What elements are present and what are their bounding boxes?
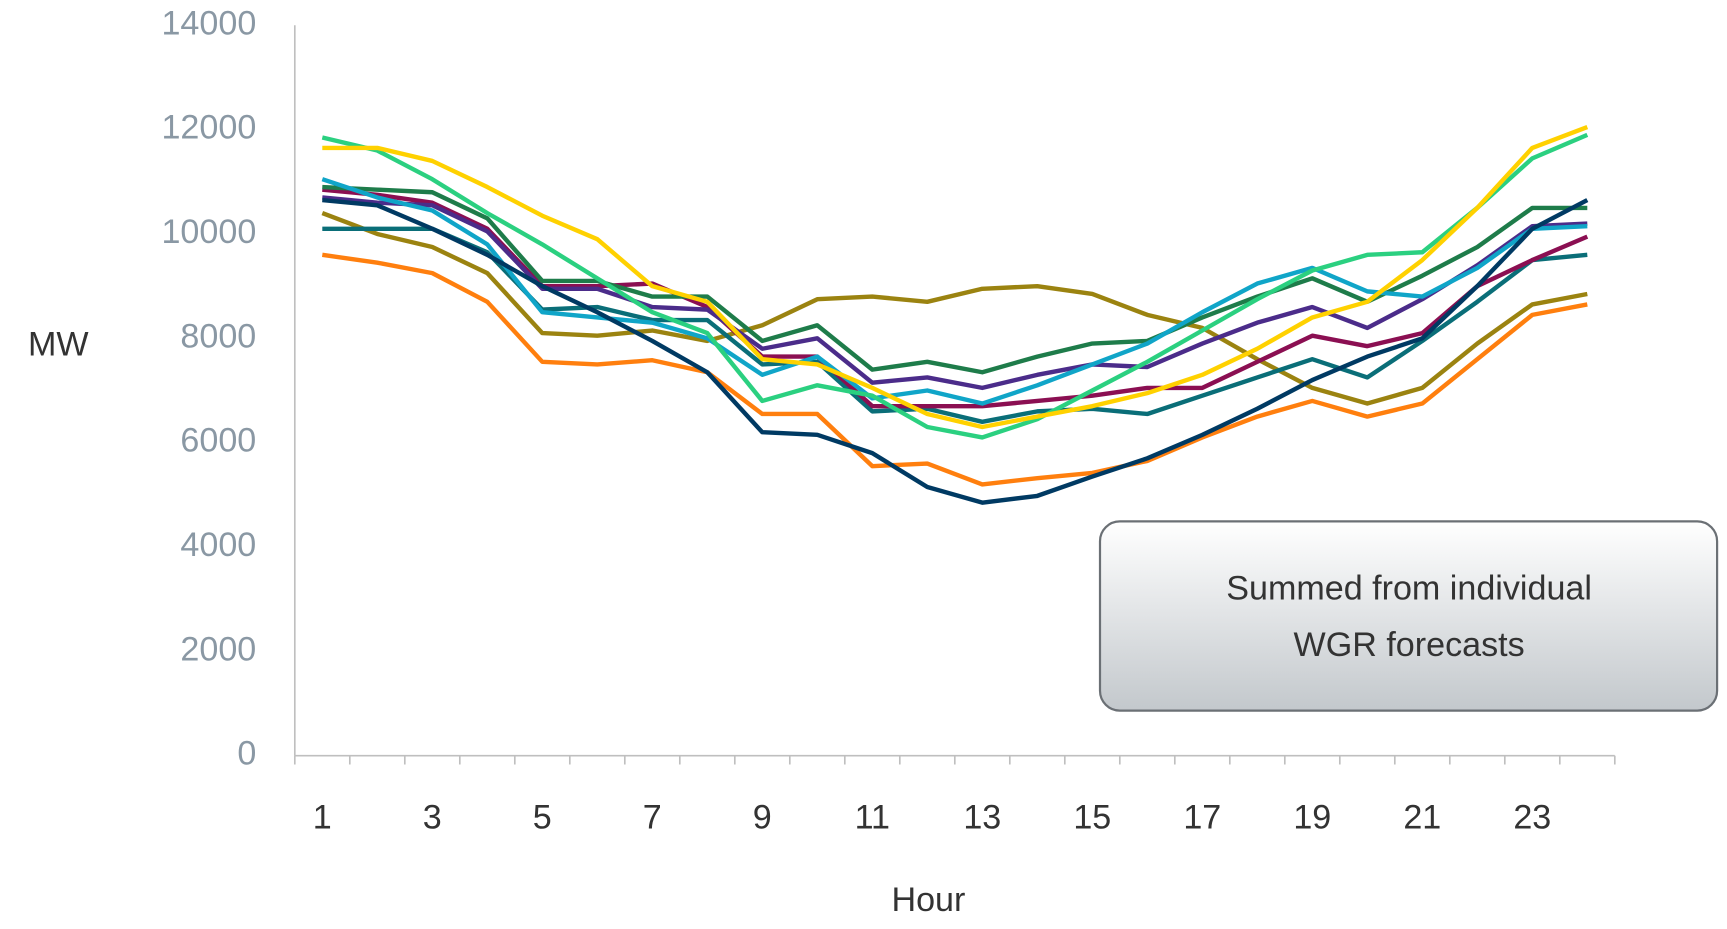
x-tick-label: 11 — [855, 799, 890, 837]
x-tick-label: 7 — [643, 799, 662, 837]
x-tick-label: 19 — [1293, 799, 1331, 837]
series-line — [322, 197, 1589, 505]
y-tick-label: 6000 — [180, 422, 256, 460]
y-tick-label: 8000 — [180, 317, 256, 355]
x-tick-label: 15 — [1073, 799, 1111, 837]
x-tick-label: 3 — [423, 799, 442, 837]
y-tick-label: 0 — [237, 735, 256, 773]
y-tick-label: 14000 — [161, 4, 256, 42]
x-tick-label: 9 — [753, 799, 772, 837]
series-line — [321, 132, 1589, 440]
y-tick-label: 12000 — [161, 109, 256, 147]
annotation: Summed from individual WGR forecasts — [1098, 520, 1719, 712]
x-tick-label: 17 — [1183, 799, 1221, 837]
x-tick-label: 1 — [313, 799, 332, 837]
y-axis-label: MW — [28, 326, 89, 364]
y-tick-label: 10000 — [161, 213, 256, 251]
y-tick-label: 4000 — [180, 526, 256, 564]
x-tick-label: 23 — [1513, 799, 1551, 837]
series-line — [321, 211, 1588, 406]
x-tick-label: 13 — [963, 799, 1001, 837]
annotation-line: Summed from individual — [1226, 570, 1592, 608]
x-tick-label: 5 — [533, 799, 552, 837]
x-tick-label: 21 — [1403, 799, 1441, 837]
annotation-box — [1098, 520, 1719, 712]
x-axis-label: Hour — [891, 881, 965, 919]
series-line — [322, 124, 1589, 430]
series-line — [321, 177, 1588, 406]
series-line — [321, 252, 1588, 487]
y-tick-label: 2000 — [180, 630, 256, 668]
annotation-line: WGR forecasts — [1294, 626, 1525, 664]
